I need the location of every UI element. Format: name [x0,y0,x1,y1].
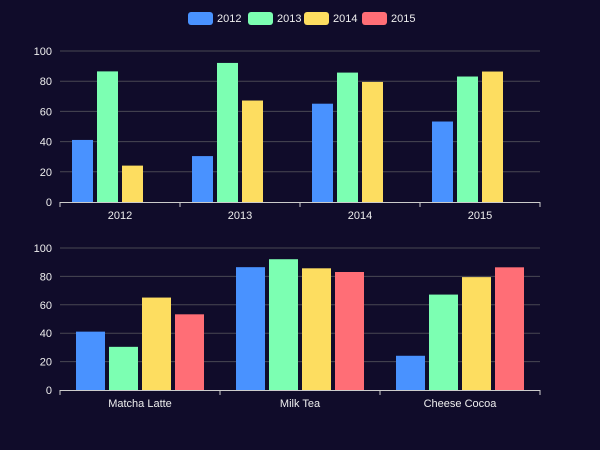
y-tick-label: 100 [34,46,52,58]
bar-cheese-cocoa-2013[interactable] [429,294,458,390]
y-tick-label: 80 [40,76,52,88]
x-tick-label-matcha-latte: Matcha Latte [108,398,172,410]
bar-2012-matcha-latte[interactable] [72,139,93,202]
legend-label-2013: 2013 [277,13,301,25]
bar-2013-matcha-latte[interactable] [192,156,213,202]
bar-matcha-latte-2013[interactable] [109,346,138,390]
legend-swatch-2015 [362,12,387,25]
chart-by-year: 0 20 40 60 80 100 2012 2013 2014 2015 [34,46,541,222]
legend[interactable]: 2012 2013 2014 2015 [188,12,415,25]
bar-2014-matcha-latte[interactable] [312,103,333,202]
y-tick-label: 100 [34,243,52,255]
legend-swatch-2014 [304,12,329,25]
y-tick-label: 40 [40,137,52,149]
legend-item-2015[interactable]: 2015 [362,12,415,25]
bar-2012-cheese-cocoa[interactable] [122,165,143,202]
bar-cheese-cocoa-2014[interactable] [462,277,491,390]
x-tick-label-2012: 2012 [108,210,132,222]
bar-matcha-latte-2012[interactable] [76,331,105,390]
legend-swatch-2012 [188,12,213,25]
y-tick-label: 0 [46,197,52,209]
y-tick-label: 20 [40,357,52,369]
legend-label-2012: 2012 [217,13,241,25]
x-tick-label-2014: 2014 [348,210,372,222]
bar-cheese-cocoa-2012[interactable] [396,355,425,390]
bar-2012-milk-tea[interactable] [97,71,118,202]
y-tick-label: 40 [40,328,52,340]
y-tick-label: 20 [40,167,52,179]
legend-item-2013[interactable]: 2013 [248,12,301,25]
bar-milk-tea-2013[interactable] [269,259,298,390]
y-tick-label: 80 [40,271,52,283]
bar-2014-cheese-cocoa[interactable] [362,81,383,202]
y-tick-label: 0 [46,385,52,397]
legend-item-2012[interactable]: 2012 [188,12,241,25]
bar-milk-tea-2014[interactable] [302,268,331,390]
legend-swatch-2013 [248,12,273,25]
bar-2013-milk-tea[interactable] [217,62,238,202]
x-tick-label-milk-tea: Milk Tea [280,398,321,410]
legend-item-2014[interactable]: 2014 [304,12,357,25]
bar-2013-cheese-cocoa[interactable] [242,100,263,202]
bar-milk-tea-2015[interactable] [335,271,364,390]
legend-label-2014: 2014 [333,13,357,25]
legend-label-2015: 2015 [391,13,415,25]
bar-milk-tea-2012[interactable] [236,267,265,390]
y-tick-label: 60 [40,106,52,118]
bar-2015-matcha-latte[interactable] [432,121,453,202]
x-tick-label-2013: 2013 [228,210,252,222]
x-tick-label-cheese-cocoa: Cheese Cocoa [424,398,498,410]
bar-cheese-cocoa-2015[interactable] [495,267,524,390]
bar-2015-cheese-cocoa[interactable] [482,71,503,202]
y-tick-label: 60 [40,300,52,312]
bar-matcha-latte-2014[interactable] [142,297,171,390]
bar-2014-milk-tea[interactable] [337,72,358,202]
bar-2015-milk-tea[interactable] [457,76,478,202]
chart-by-drink: 0 20 40 60 80 100 Matcha Latte Milk Tea Cheese C… [34,243,541,410]
bar-matcha-latte-2015[interactable] [175,314,204,390]
x-tick-label-2015: 2015 [468,210,492,222]
